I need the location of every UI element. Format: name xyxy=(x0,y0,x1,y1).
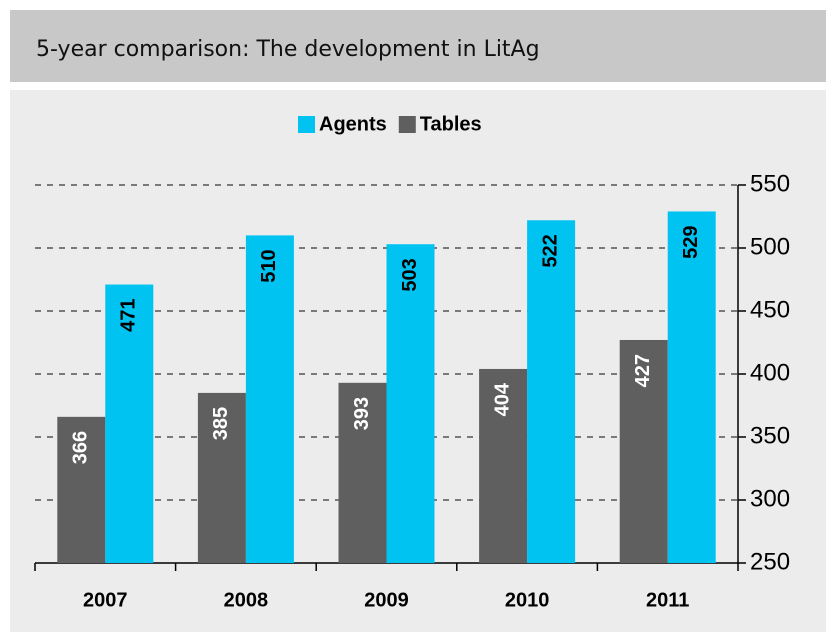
value-label: 427 xyxy=(632,354,654,387)
value-label: 385 xyxy=(210,407,232,440)
bar xyxy=(245,235,294,563)
value-label: 366 xyxy=(70,431,92,464)
value-label: 503 xyxy=(399,258,421,291)
bar xyxy=(57,416,106,563)
x-tick-label: 2011 xyxy=(646,589,689,611)
y-tick-label: 400 xyxy=(750,359,790,386)
y-tick-label: 500 xyxy=(750,233,790,260)
bar xyxy=(479,368,528,563)
value-label: 522 xyxy=(539,234,561,267)
y-tick-label: 550 xyxy=(750,170,790,197)
y-tick-label: 450 xyxy=(750,296,790,323)
bar xyxy=(619,339,668,563)
bar xyxy=(338,382,387,563)
value-label: 529 xyxy=(680,225,702,258)
bar xyxy=(527,220,576,563)
x-tick-label: 2007 xyxy=(83,589,128,611)
value-label: 510 xyxy=(258,249,280,282)
legend-label: Agents xyxy=(319,113,387,135)
x-tick-label: 2009 xyxy=(364,589,409,611)
value-label: 393 xyxy=(351,397,373,430)
bar xyxy=(197,392,246,563)
chart-title: 5-year comparison: The development in Li… xyxy=(36,37,540,62)
y-tick-label: 300 xyxy=(750,485,790,512)
y-tick-label: 250 xyxy=(750,548,790,575)
header-band xyxy=(10,10,826,82)
x-tick-label: 2010 xyxy=(505,589,550,611)
bar xyxy=(386,244,435,563)
legend-swatch xyxy=(398,116,416,133)
value-label: 404 xyxy=(491,382,513,416)
value-label: 471 xyxy=(118,299,140,332)
bar xyxy=(105,284,154,563)
legend-label: Tables xyxy=(420,113,482,135)
y-tick-label: 350 xyxy=(750,422,790,449)
bar xyxy=(667,211,716,563)
x-tick-label: 2008 xyxy=(224,589,269,611)
legend-swatch xyxy=(298,116,315,133)
